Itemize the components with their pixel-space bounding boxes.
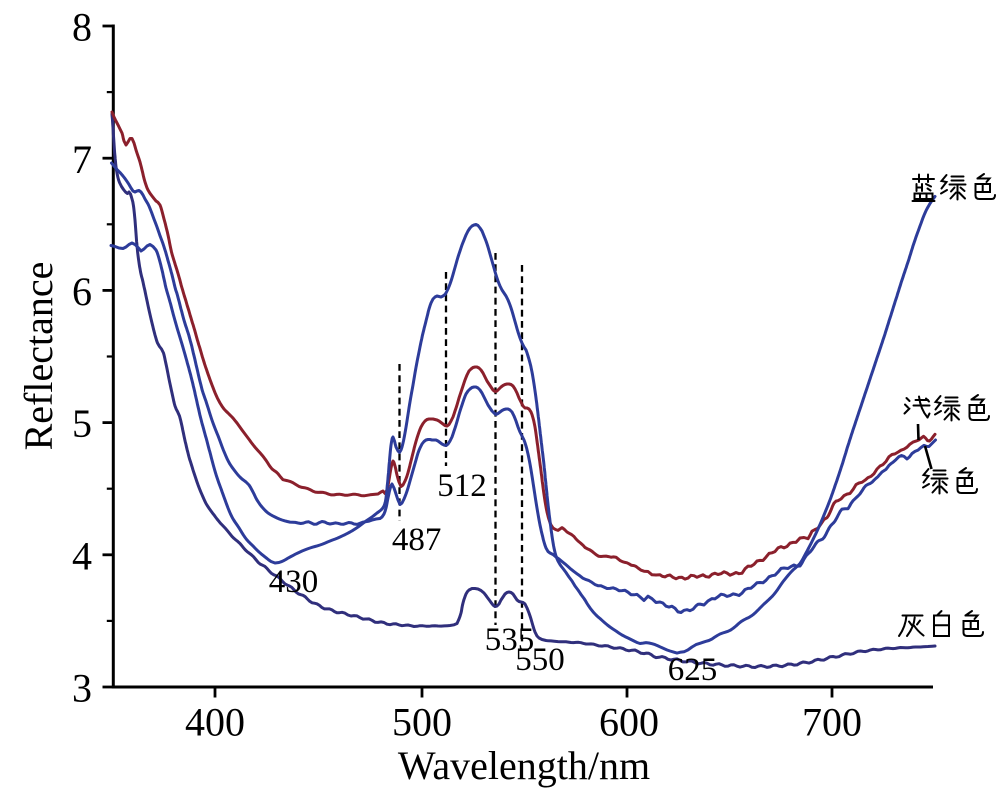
svg-text:430: 430 [269, 564, 319, 600]
svg-text:600: 600 [599, 700, 659, 745]
svg-text:500: 500 [392, 700, 452, 745]
svg-text:512: 512 [437, 468, 487, 504]
svg-text:400: 400 [185, 700, 245, 745]
svg-text:Wavelength/nm: Wavelength/nm [398, 743, 650, 788]
svg-text:6: 6 [72, 269, 92, 314]
svg-text:4: 4 [72, 533, 92, 578]
svg-text:535: 535 [485, 622, 535, 658]
svg-text:550: 550 [515, 642, 565, 678]
svg-text:5: 5 [72, 401, 92, 446]
svg-text:487: 487 [392, 522, 442, 558]
svg-text:8: 8 [72, 5, 92, 50]
svg-text:700: 700 [802, 700, 862, 745]
svg-text:7: 7 [72, 137, 92, 182]
svg-text:625: 625 [668, 652, 718, 688]
svg-text:Reflectance: Reflectance [16, 262, 61, 451]
svg-text:3: 3 [72, 666, 92, 711]
